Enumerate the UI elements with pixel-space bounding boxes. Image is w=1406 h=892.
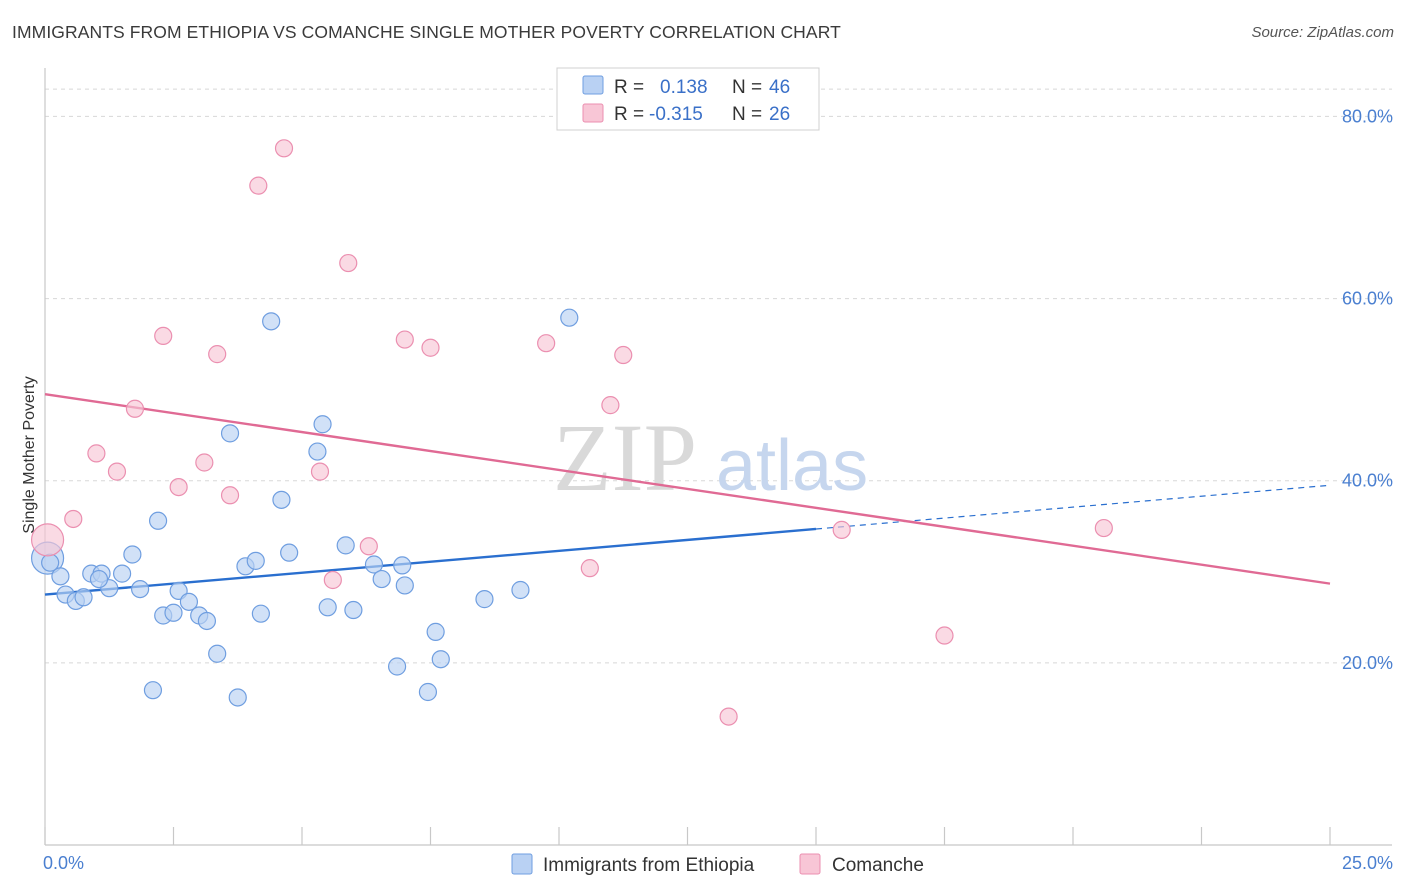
ethiopia-point	[511, 580, 530, 600]
ethiopia-point	[364, 555, 384, 574]
ethiopia-point	[74, 588, 93, 607]
correlation-legend: R = 0.138 N = 46 R = -0.315 N = 26	[556, 67, 820, 131]
ethiopia-point	[228, 688, 247, 707]
ethiopia-point	[112, 564, 132, 583]
legend-n-label-2: N =	[732, 104, 762, 125]
watermark: ZIP atlas	[553, 404, 868, 511]
legend-r-value-1: 0.138	[660, 77, 708, 98]
x-tick-label: 25.0%	[1342, 853, 1393, 873]
comanche-point	[339, 253, 358, 273]
ethiopia-point	[143, 681, 163, 700]
comanche-point	[832, 520, 851, 539]
x-tick-label: 0.0%	[43, 853, 84, 873]
trendline-ethiopia	[44, 527, 817, 596]
comanche-point	[310, 462, 330, 481]
ethiopia-point	[308, 442, 327, 461]
legend-label-comanche: Comanche	[832, 855, 924, 876]
watermark-zip: ZIP	[553, 404, 697, 511]
ethiopia-point	[262, 312, 281, 331]
trendline-comanche	[44, 393, 1331, 585]
ethiopia-point	[148, 511, 168, 530]
y-axis-label: Single Mother Poverty	[21, 376, 38, 533]
y-tick-label: 60.0%	[1342, 289, 1393, 309]
comanche-point	[195, 453, 214, 472]
ethiopia-point	[418, 682, 438, 702]
ethiopia-point	[179, 592, 199, 611]
comanche-point	[249, 176, 268, 195]
comanche-point	[537, 334, 556, 353]
comanche-point	[87, 444, 106, 463]
legend-label-ethiopia: Immigrants from Ethiopia	[543, 855, 755, 876]
ethiopia-point	[336, 536, 355, 555]
legend-swatch-blue	[582, 75, 604, 95]
comanche-point	[935, 626, 954, 645]
ethiopia-point	[313, 415, 332, 434]
ethiopia-point	[272, 490, 291, 509]
ethiopia-point	[164, 603, 183, 622]
comanche-point	[169, 477, 188, 497]
comanche-point	[614, 345, 633, 365]
y-tick-label: 20.0%	[1342, 653, 1393, 673]
comanche-point	[395, 330, 414, 349]
ethiopia-point	[280, 543, 299, 562]
comanche-point	[220, 486, 240, 505]
comanche-point	[719, 707, 738, 726]
ethiopia-point	[560, 308, 579, 327]
legend-n-value-2: 26	[769, 104, 790, 125]
comanche-point	[125, 399, 145, 418]
data-points	[30, 139, 1113, 726]
ethiopia-point	[41, 553, 60, 572]
comanche-point	[323, 570, 342, 590]
trendline-extension	[815, 484, 1331, 530]
ethiopia-point	[393, 556, 412, 575]
y-tick-label: 80.0%	[1342, 106, 1393, 126]
legend-swatch-comanche	[799, 853, 821, 875]
comanche-point	[30, 523, 65, 557]
legend-r-label-1: R =	[614, 77, 644, 98]
ethiopia-point	[387, 657, 407, 676]
comanche-point	[64, 509, 83, 529]
y-tick-label: 40.0%	[1342, 471, 1393, 491]
chart-title: IMMIGRANTS FROM ETHIOPIA VS COMANCHE SIN…	[12, 22, 841, 42]
ethiopia-point	[344, 600, 363, 620]
ethiopia-point	[208, 644, 227, 663]
ethiopia-point	[475, 590, 494, 609]
comanche-point	[274, 139, 294, 158]
ethiopia-point	[395, 576, 414, 595]
comanche-point	[208, 345, 227, 364]
ethiopia-point	[197, 611, 217, 631]
comanche-point	[154, 326, 173, 346]
legend-r-value-2: -0.315	[649, 104, 703, 125]
ethiopia-point	[220, 424, 240, 443]
comanche-point	[580, 559, 599, 578]
ethiopia-point	[251, 604, 270, 623]
legend-n-value-1: 46	[769, 77, 790, 98]
ethiopia-point	[89, 569, 109, 589]
ethiopia-point	[130, 579, 150, 599]
ethiopia-point	[123, 545, 142, 564]
comanche-point	[421, 338, 440, 357]
legend-n-label-1: N =	[732, 77, 762, 98]
axes	[44, 68, 1392, 846]
legend-swatch-pink	[582, 103, 604, 123]
ethiopia-point	[372, 569, 391, 589]
ethiopia-point	[51, 567, 70, 586]
watermark-atlas: atlas	[716, 426, 868, 506]
comanche-point	[601, 396, 620, 415]
ethiopia-point	[318, 598, 337, 617]
tick-labels: 20.0% 40.0% 60.0% 80.0% 0.0% 25.0%	[43, 106, 1393, 873]
legend-swatch-ethiopia	[511, 853, 533, 875]
comanche-point	[1094, 518, 1113, 538]
series-legend: Immigrants from Ethiopia Comanche	[511, 853, 924, 876]
comanche-point	[359, 537, 378, 556]
comanche-point	[107, 462, 127, 481]
legend-r-label-2: R =	[614, 104, 644, 125]
source-label: Source: ZipAtlas.com	[1251, 24, 1394, 41]
ethiopia-point	[246, 551, 265, 570]
ethiopia-point	[426, 622, 445, 641]
ethiopia-point	[431, 650, 450, 669]
